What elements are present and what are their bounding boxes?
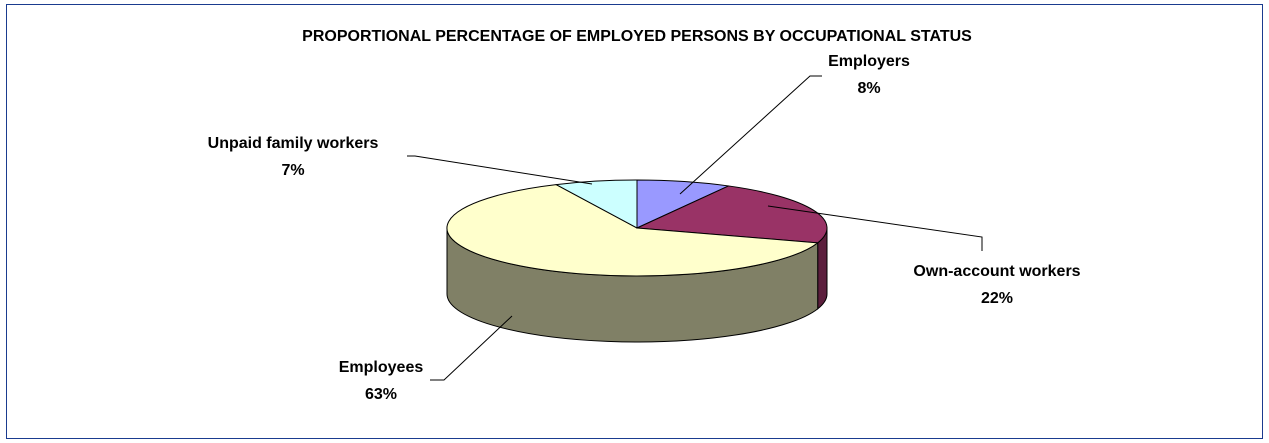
pie-slice-employees (446, 184, 819, 277)
pie-tops (446, 179, 828, 277)
slice-label-employers: Employers (828, 53, 910, 70)
pie-slice-unpaid-family-workers (555, 179, 638, 229)
chart-title: PROPORTIONAL PERCENTAGE OF EMPLOYED PERS… (302, 28, 972, 45)
slice-percent-employees: 63% (365, 386, 397, 403)
slice-percent-employers: 8% (857, 80, 880, 97)
slice-label-unpaid-family-workers: Unpaid family workers (208, 135, 379, 152)
leader-line-employees (430, 315, 513, 381)
pie-slice-employers (636, 179, 730, 229)
slice-labels: Employers 8% Own-account workers 22% Employe… (208, 53, 1081, 403)
leader-line-own-account-workers (767, 205, 983, 251)
slice-percent-unpaid-family-workers: 7% (281, 162, 304, 179)
pie-slice-own-account-workers (636, 185, 828, 244)
pie-sides (446, 227, 828, 343)
slice-label-employees: Employees (339, 359, 424, 376)
leader-line-unpaid-family-workers (407, 155, 593, 185)
leader-lines (407, 75, 983, 381)
slice-percent-own-account-workers: 22% (981, 290, 1013, 307)
leader-line-employers (679, 75, 822, 195)
slice-label-own-account-workers: Own-account workers (913, 263, 1080, 280)
